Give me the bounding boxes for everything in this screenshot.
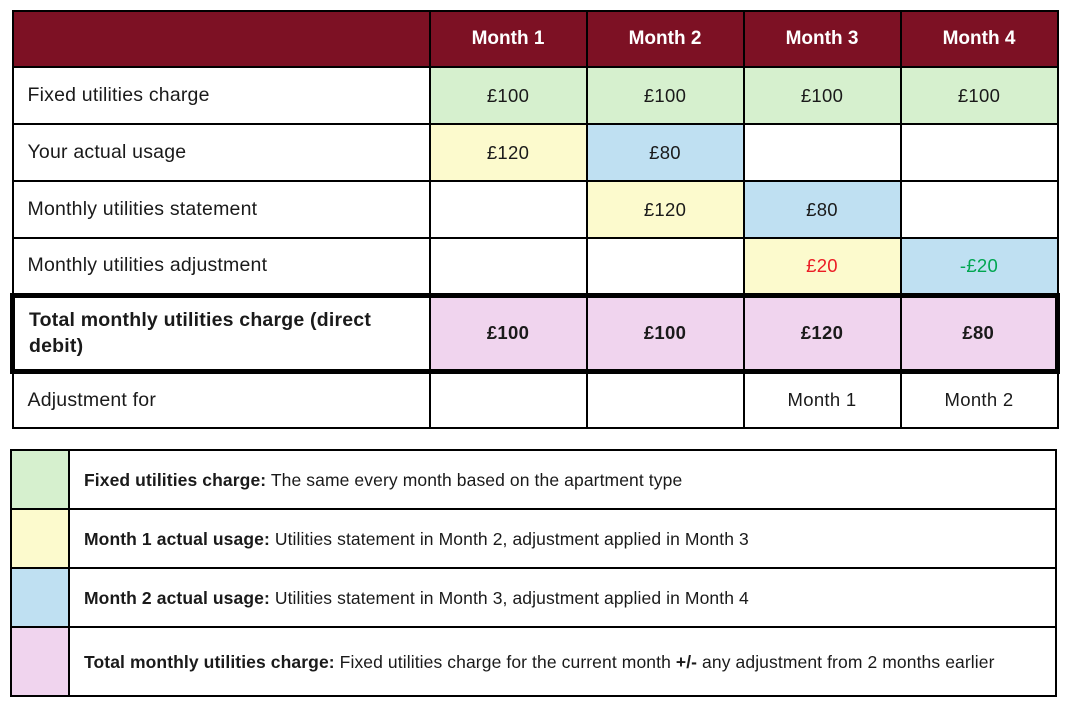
row-label: Adjustment for bbox=[11, 370, 431, 429]
row-label: Monthly utilities statement bbox=[11, 180, 431, 239]
table-cell: £100 bbox=[899, 66, 1059, 125]
legend-text: Month 1 actual usage: Utilities statemen… bbox=[68, 508, 1057, 569]
row-label: Monthly utilities adjustment bbox=[11, 237, 431, 296]
table-cell bbox=[428, 370, 588, 429]
row-monthly-utilities-statement: Monthly utilities statement £120 £80 bbox=[11, 180, 1059, 239]
legend-item-bold-operator: +/- bbox=[675, 651, 698, 672]
green-swatch bbox=[10, 449, 70, 510]
row-label: Fixed utilities charge bbox=[11, 66, 431, 125]
header-month-1: Month 1 bbox=[428, 10, 588, 68]
legend-text: Fixed utilities charge: The same every m… bbox=[68, 449, 1057, 510]
row-your-actual-usage: Your actual usage £120 £80 bbox=[11, 123, 1059, 182]
color-legend: Fixed utilities charge: The same every m… bbox=[10, 449, 1057, 697]
legend-text: Month 2 actual usage: Utilities statemen… bbox=[68, 567, 1057, 628]
table-cell: £120 bbox=[428, 123, 588, 182]
row-monthly-utilities-adjustment: Monthly utilities adjustment £20 -£20 bbox=[11, 237, 1059, 296]
legend-item-desc: Fixed utilities charge for the current m… bbox=[334, 651, 676, 672]
table-cell bbox=[428, 237, 588, 296]
legend-text: Total monthly utilities charge: Fixed ut… bbox=[68, 626, 1057, 697]
utilities-charge-table: Month 1 Month 2 Month 3 Month 4 Fixed ut… bbox=[10, 10, 1060, 429]
legend-item-title: Fixed utilities charge: bbox=[84, 469, 267, 490]
table-cell adjustment-positive: £20 bbox=[742, 237, 902, 296]
legend-row-fixed-charge: Fixed utilities charge: The same every m… bbox=[10, 449, 1057, 510]
row-total-monthly-utilities-charge: Total monthly utilities charge (direct d… bbox=[10, 292, 1060, 374]
row-label: Total monthly utilities charge (direct d… bbox=[10, 292, 431, 374]
legend-item-desc: Utilities statement in Month 3, adjustme… bbox=[269, 587, 749, 608]
table-cell bbox=[585, 237, 745, 296]
table-cell bbox=[899, 180, 1059, 239]
legend-row-total-charge: Total monthly utilities charge: Fixed ut… bbox=[10, 626, 1057, 697]
legend-item-title: Total monthly utilities charge: bbox=[84, 651, 335, 672]
row-fixed-utilities-charge: Fixed utilities charge £100 £100 £100 £1… bbox=[11, 66, 1059, 125]
table-cell bbox=[899, 123, 1059, 182]
legend-row-month2-usage: Month 2 actual usage: Utilities statemen… bbox=[10, 567, 1057, 628]
table-cell: £80 bbox=[899, 292, 1060, 374]
legend-item-title: Month 2 actual usage: bbox=[84, 587, 270, 608]
table-cell: £80 bbox=[742, 180, 902, 239]
table-cell: Month 2 bbox=[899, 370, 1059, 429]
table-cell: Month 1 bbox=[742, 370, 902, 429]
table-cell: £100 bbox=[428, 66, 588, 125]
table-cell: £100 bbox=[585, 66, 745, 125]
table-cell: £80 bbox=[585, 123, 745, 182]
legend-item-desc: The same every month based on the apartm… bbox=[266, 469, 683, 490]
table-cell: £100 bbox=[428, 292, 588, 374]
legend-item-title: Month 1 actual usage: bbox=[84, 528, 270, 549]
row-label: Your actual usage bbox=[11, 123, 431, 182]
table-cell: £120 bbox=[585, 180, 745, 239]
table-cell bbox=[428, 180, 588, 239]
table-header-row: Month 1 Month 2 Month 3 Month 4 bbox=[11, 10, 1059, 68]
header-month-2: Month 2 bbox=[585, 10, 745, 68]
row-adjustment-for: Adjustment for Month 1 Month 2 bbox=[11, 370, 1059, 429]
header-month-4: Month 4 bbox=[899, 10, 1059, 68]
yellow-swatch bbox=[10, 508, 70, 569]
legend-item-desc: any adjustment from 2 months earlier bbox=[697, 651, 995, 672]
legend-row-month1-usage: Month 1 actual usage: Utilities statemen… bbox=[10, 508, 1057, 569]
table-cell bbox=[585, 370, 745, 429]
blue-swatch bbox=[10, 567, 70, 628]
table-cell: £100 bbox=[585, 292, 745, 374]
header-month-3: Month 3 bbox=[742, 10, 902, 68]
table-cell bbox=[742, 123, 902, 182]
pink-swatch bbox=[10, 626, 70, 697]
table-cell: £100 bbox=[742, 66, 902, 125]
table-cell: £120 bbox=[742, 292, 902, 374]
legend-item-desc: Utilities statement in Month 2, adjustme… bbox=[269, 528, 749, 549]
table-cell adjustment-negative: -£20 bbox=[899, 237, 1059, 296]
header-empty-cell bbox=[11, 10, 431, 68]
